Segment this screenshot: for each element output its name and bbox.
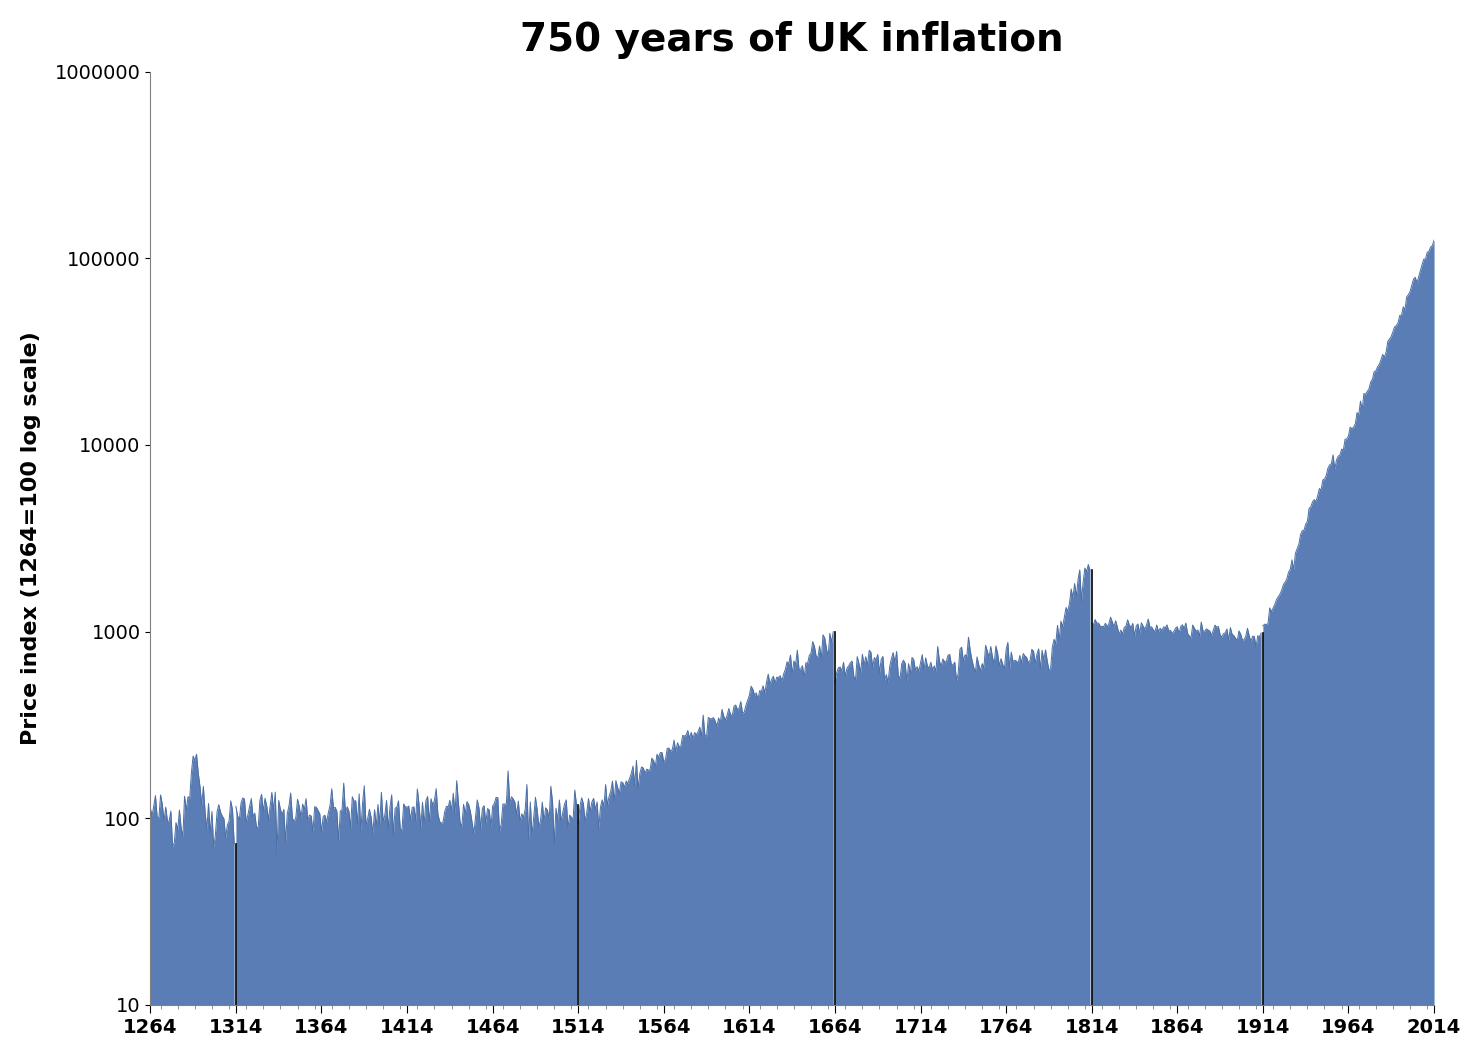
Title: 750 years of UK inflation: 750 years of UK inflation (520, 21, 1064, 59)
Y-axis label: Price index (1264=100 log scale): Price index (1264=100 log scale) (21, 331, 41, 745)
